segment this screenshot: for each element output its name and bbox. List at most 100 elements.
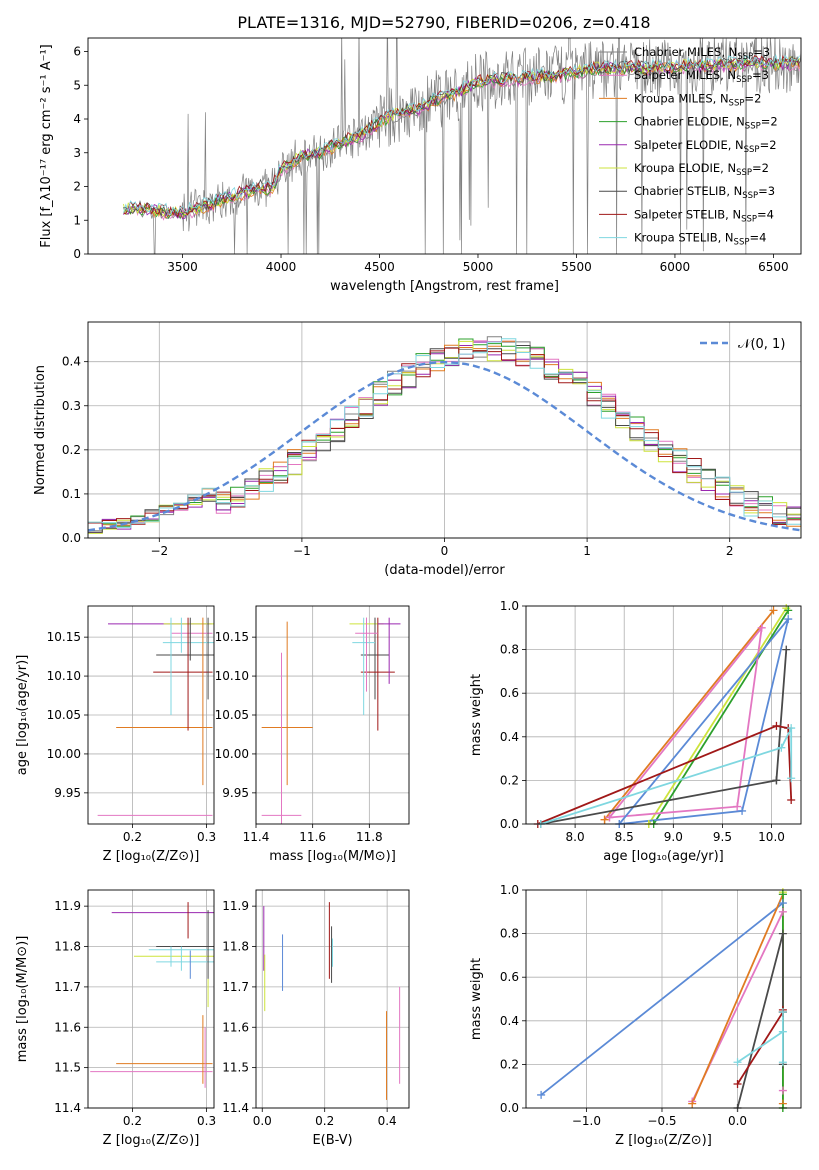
legend-sub: SSP: [744, 145, 760, 155]
x-tick-label: 11.8: [356, 830, 383, 844]
x-tick-label: 5000: [463, 260, 494, 274]
legend-sub: SSP: [734, 238, 750, 248]
y-axis-label: mass weight: [469, 674, 484, 756]
y-tick-label: 0.8: [500, 643, 519, 657]
axes-frame: [525, 605, 802, 825]
panel-z_weight: −1.0 −0.5 0.0 0.0 0.2 0.4 0.6 0.8 1.0 Z [log₁₀(Z/…: [469, 883, 802, 1148]
x-tick-label: 3500: [167, 260, 198, 274]
y-tick-label: 5: [73, 78, 81, 92]
x-tick-label: 11.6: [299, 830, 326, 844]
point-marker: [787, 796, 796, 805]
x-tick-label: 9.5: [713, 830, 732, 844]
series-line: [608, 624, 764, 819]
x-tick-label: 1: [583, 544, 591, 558]
x-axis-label: Z [log₁₀(Z/Z⊙)]: [103, 849, 200, 864]
figure-title: PLATE=1316, MJD=52790, FIBERID=0206, z=0…: [237, 13, 650, 32]
y-axis-label: mass weight: [469, 958, 484, 1040]
panel-mass_age: 11.4 11.6 11.8 9.95 10.00 10.05 10.10 10.15 mass…: [215, 605, 410, 864]
legend-label: 𝒩(0, 1): [738, 337, 785, 352]
x-tick-label: 8.0: [566, 830, 585, 844]
y-tick-label: 6: [73, 45, 81, 59]
legend-sub: SSP: [741, 214, 757, 224]
y-tick-label: 9.95: [54, 786, 81, 800]
y-axis-label: mass [log₁₀(M/M⊙)]: [15, 936, 30, 1063]
legend-label: Chabrier ELODIE, NSSP=2: [634, 115, 778, 132]
y-tick-label: 0.3: [62, 399, 81, 413]
legend-label: Chabrier STELIB, NSSP=3: [634, 184, 775, 201]
point-marker: [778, 899, 787, 908]
point-marker: [778, 890, 787, 899]
y-tick-label: 11.5: [54, 1061, 81, 1075]
axes-frame: [87, 321, 802, 539]
y-tick-label: 0.8: [500, 927, 519, 941]
x-tick-label: 2: [726, 544, 734, 558]
x-tick-label: 9.0: [664, 830, 683, 844]
y-tick-label: 0.0: [62, 531, 81, 545]
point-marker: [772, 776, 781, 785]
y-tick-label: 1.0: [500, 599, 519, 613]
x-tick-label: 0.0: [728, 1114, 747, 1128]
legend-tail: =3: [758, 184, 775, 198]
y-tick-label: 4: [73, 112, 81, 126]
y-tick-label: 1: [73, 213, 81, 227]
y-tick-label: 2: [73, 180, 81, 194]
plot-area: [97, 617, 214, 816]
legend-tail: =4: [749, 231, 766, 245]
y-tick-label: 11.9: [54, 899, 81, 913]
x-tick-label: 5500: [561, 260, 592, 274]
x-axis-label: age [log₁₀(age/yr)]: [603, 849, 724, 864]
gaussian-curve: [88, 360, 801, 532]
point-marker: [778, 1058, 787, 1067]
plot-area: [263, 902, 401, 1100]
x-tick-label: 6000: [660, 260, 691, 274]
axes-frame: [255, 605, 410, 825]
x-axis-label: (data-model)/error: [384, 563, 505, 578]
point-marker: [772, 721, 781, 730]
point-marker: [778, 1027, 787, 1036]
x-tick-label: 0.3: [197, 1114, 216, 1128]
model-spectrum: [123, 53, 800, 215]
x-tick-label: 0.2: [315, 1114, 334, 1128]
legend-tail: =2: [744, 91, 761, 105]
x-tick-label: 0.2: [123, 1114, 142, 1128]
y-tick-label: 9.95: [222, 786, 249, 800]
y-tick-label: 1.0: [500, 883, 519, 897]
y-tick-label: 11.9: [222, 899, 249, 913]
y-tick-label: 11.4: [54, 1101, 81, 1115]
y-tick-label: 11.4: [222, 1101, 249, 1115]
y-tick-label: 11.6: [222, 1020, 249, 1034]
x-tick-label: −1.0: [572, 1114, 601, 1128]
point-marker: [688, 1099, 697, 1108]
y-tick-label: 0.1: [62, 487, 81, 501]
x-axis-label: mass [log₁₀(M/M⊙)]: [269, 849, 396, 864]
x-tick-label: 8.5: [615, 830, 634, 844]
axes-frame: [255, 889, 410, 1109]
y-tick-label: 10.05: [47, 708, 81, 722]
y-tick-label: 11.8: [54, 940, 81, 954]
point-marker: [778, 929, 787, 938]
x-tick-label: −0.5: [647, 1114, 676, 1128]
point-marker: [778, 907, 787, 916]
x-tick-label: 10.0: [758, 830, 785, 844]
y-axis-label: Normed distribution: [33, 365, 48, 495]
point-marker: [778, 1008, 787, 1017]
y-tick-label: 0.2: [500, 773, 519, 787]
y-tick-label: 0.2: [62, 443, 81, 457]
legend-label: Kroupa ELODIE, NSSP=2: [634, 161, 769, 178]
y-tick-label: 0.0: [500, 817, 519, 831]
series-line: [540, 649, 788, 824]
point-marker: [777, 743, 786, 752]
x-tick-label: 0.2: [123, 830, 142, 844]
legend-sub: SSP: [742, 191, 758, 201]
legend-label: Chabrier MILES, NSSP=3: [634, 45, 770, 62]
point-marker: [537, 1090, 546, 1099]
y-tick-label: 0: [73, 247, 81, 261]
y-tick-label: 10.05: [215, 708, 249, 722]
x-tick-label: 0.0: [253, 1114, 272, 1128]
axes-frame: [87, 605, 215, 825]
x-tick-label: 0.4: [378, 1114, 397, 1128]
panel-spectrum: 3500 4000 4500 5000 5500 6000 6500 0 1 2 3 4 5 6 wavel…: [39, 37, 802, 294]
point-marker: [757, 623, 766, 632]
legend-sub: SSP: [736, 168, 752, 178]
y-tick-label: 0.6: [500, 970, 519, 984]
